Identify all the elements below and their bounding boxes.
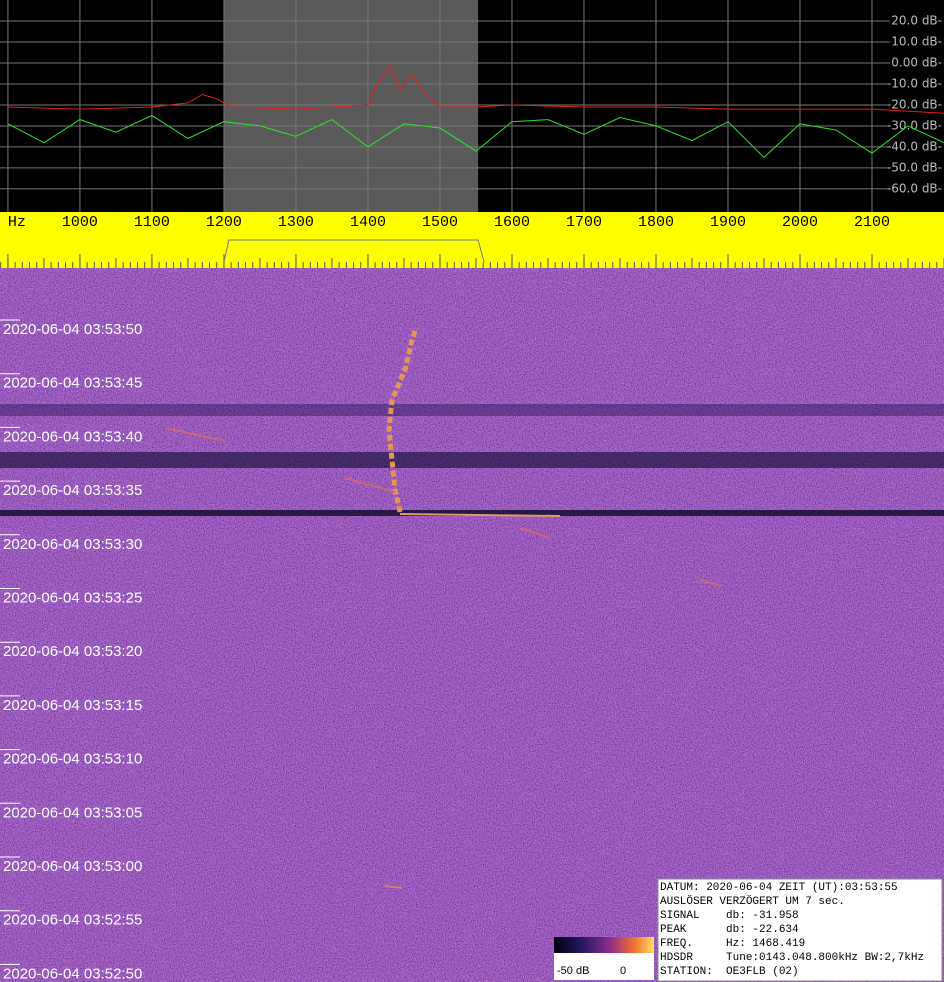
freq-label: 1900 [710,214,746,231]
streak [519,527,551,539]
spectrum-trace [7,64,944,114]
streak [344,477,396,493]
timestamp: 2020-06-04 03:53:05 [3,804,142,821]
timestamp: 2020-06-04 03:53:35 [3,482,142,499]
timestamp: 2020-06-04 03:53:25 [3,589,142,606]
spectrum-trace [7,114,944,159]
timestamp: 2020-06-04 03:53:10 [3,751,142,768]
info-lines: DATUM: 2020-06-04 ZEIT (UT):03:53:55AUSL… [660,882,924,978]
freq-label: 1800 [638,214,674,231]
dark-band [0,452,944,468]
info-line: STATION: OE3FLB (02) [660,966,799,978]
colorbar-min: -50 dB [557,965,589,977]
timestamp: 2020-06-04 03:53:40 [3,428,142,445]
freq-label: 900 Hz [0,214,26,231]
db-label: -40.0 dB- [887,139,942,153]
db-label: -30.0 dB- [887,118,942,132]
freq-label: 1500 [422,214,458,231]
freq-label: 1000 [62,214,98,231]
db-label: -60.0 dB- [887,181,942,195]
timestamp: 2020-06-04 03:53:15 [3,697,142,714]
freq-label: 2000 [782,214,818,231]
info-line: SIGNAL db: -31.958 [660,910,799,922]
timestamp: 2020-06-04 03:53:45 [3,375,142,392]
info-line: HDSDR Tune:0143.048.800kHz BW:2,7kHz [660,952,924,964]
ruler: 900 Hz 1000 1100 1200 1300 1400 1500 1600 1700 18… [0,214,944,268]
filter-bracket [223,239,485,263]
waterfall [0,268,944,982]
timestamp: 2020-06-04 03:52:50 [3,965,142,982]
db-label: 10.0 dB- [891,34,942,48]
timestamp: 2020-06-04 03:53:20 [3,643,142,660]
waterfall-features [0,327,944,889]
dark-band [0,510,944,516]
colorbar [554,937,654,953]
db-label: -20.0 dB- [887,97,942,111]
freq-label: 1600 [494,214,530,231]
db-label: 0.00 dB- [891,55,942,69]
db-label: -10.0 dB- [887,76,942,90]
meteor-tail [399,513,561,517]
timestamp: 2020-06-04 03:53:50 [3,321,142,338]
info-line: DATUM: 2020-06-04 ZEIT (UT):03:53:55 [660,882,898,894]
timestamp: 2020-06-04 03:53:00 [3,858,142,875]
timestamp: 2020-06-04 03:53:30 [3,536,142,553]
freq-label: 2100 [854,214,890,231]
dark-band [0,404,944,416]
spectrum: 20.0 dB- 10.0 dB- 0.00 dB- -10.0 dB- -20.0 d… [0,0,944,212]
db-label: 20.0 dB- [891,13,942,27]
streak [699,579,723,587]
timestamps: 2020-06-04 03:53:50 2020-06-04 03:53:45 20… [0,319,142,982]
freq-label: 1100 [134,214,170,231]
db-label: -50.0 dB- [887,160,942,174]
colorbar-max: 0 [620,965,626,977]
info-line: PEAK db: -22.634 [660,924,799,936]
freq-label: 1700 [566,214,602,231]
freq-label: 1300 [278,214,314,231]
info-line: AUSLÖSER VERZÖGERT UM 7 sec. [660,895,845,908]
timestamp: 2020-06-04 03:52:55 [3,912,142,929]
freq-label: 1400 [350,214,386,231]
meteor-trace [386,327,419,513]
info-box [657,878,943,982]
info-line: FREQ. Hz: 1468.419 [660,938,805,950]
streak [164,427,226,442]
streak [384,885,403,889]
freq-label: 1200 [206,214,242,231]
colorbar-scale [554,953,654,980]
